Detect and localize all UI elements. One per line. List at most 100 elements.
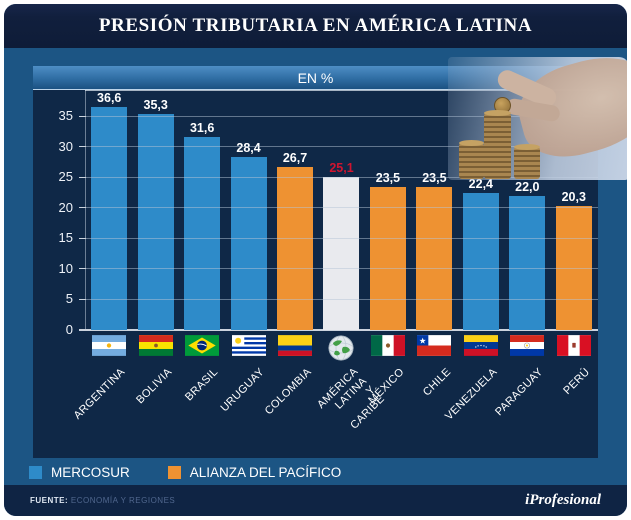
plot-top-border: [85, 90, 598, 91]
flag-colombia-icon: [272, 335, 318, 362]
chart-panel: 36,6 35,3 31,6 28,4 26,7 25,1 23,5 23,5 22,4 22,0…: [33, 90, 598, 458]
bars-container: 36,6 35,3 31,6 28,4 26,7 25,1 23,5 23,5 22,4 22,0…: [86, 90, 597, 330]
y-axis-tick: [79, 329, 86, 331]
footer: FUENTE: ECONOMÍA Y REGIONES iProfesional: [4, 485, 627, 516]
bar-brasil: [184, 137, 221, 330]
bar-value-label: 23,5: [375, 170, 401, 185]
x-axis-baseline: [79, 329, 598, 331]
y-axis-tick: [79, 207, 86, 209]
gridline: [86, 176, 598, 178]
legend-label: MERCOSUR: [51, 464, 130, 480]
gridline: [86, 268, 598, 270]
category-label: CHILE: [420, 366, 453, 399]
bar-column: 20,3: [551, 90, 597, 330]
gridline: [86, 207, 598, 209]
y-axis-tick: [79, 237, 86, 239]
category-cell: BRASIL: [179, 364, 225, 458]
bar-venezuela: [462, 193, 499, 330]
category-cell: ARGENTINA: [72, 364, 132, 458]
y-axis-line: [85, 90, 86, 330]
category-label: URUGUAY: [218, 366, 268, 415]
source-label: FUENTE:: [30, 496, 69, 505]
bar-column: 28,4: [225, 90, 271, 330]
flag-argentina-icon: [86, 335, 132, 362]
y-axis-label: 35: [58, 108, 73, 124]
gridline: [86, 115, 598, 117]
plot-area: 36,6 35,3 31,6 28,4 26,7 25,1 23,5 23,5 22,4 22,0…: [33, 90, 598, 337]
bar-colombia: [277, 166, 314, 330]
gridline: [86, 237, 598, 239]
flag-venezuela-icon: [458, 335, 504, 362]
y-axis-tick: [79, 268, 86, 270]
coin-stack-icon: [459, 140, 484, 179]
bar-column: 23,5: [411, 90, 457, 330]
bar-value-label: 28,4: [236, 140, 261, 155]
y-axis-label: 15: [58, 230, 73, 246]
flag-uruguay-icon: [225, 335, 271, 362]
flag-mexico-icon: [365, 335, 411, 362]
bar-column: 22,0: [504, 90, 550, 330]
flag-peru-icon: [551, 335, 597, 362]
category-label: PERÚ: [561, 366, 593, 397]
y-axis-label: 20: [58, 199, 73, 215]
bar-column: 23,5: [365, 90, 411, 330]
y-axis-label: 5: [65, 291, 73, 307]
bar-value-label: 26,7: [282, 150, 308, 165]
bar-column: 26,7: [272, 90, 318, 330]
legend-item-mercosur: MERCOSUR: [29, 465, 130, 480]
category-label: ARGENTINA: [71, 366, 128, 422]
infographic-body: PRESIÓN TRIBUTARIA EN AMÉRICA LATINA EN …: [4, 4, 627, 516]
bar-column: 31,6: [179, 90, 225, 330]
category-cell: PERÚ: [551, 364, 597, 458]
y-axis-label: 0: [65, 322, 73, 337]
gridline: [86, 146, 598, 148]
category-labels-row: ARGENTINA BOLIVIA BRASIL URUGUAY COLOMBIA AMÉ…: [72, 364, 597, 458]
y-axis-tick: [79, 115, 86, 117]
legend-swatch-pacifico: [167, 465, 181, 479]
category-label: MÉXICO: [365, 366, 407, 407]
category-cell: MÉXICO: [365, 364, 411, 458]
flags-row: [86, 335, 597, 362]
legend-item-pacifico: ALIANZA DEL PACÍFICO: [167, 464, 342, 480]
page-title: PRESIÓN TRIBUTARIA EN AMÉRICA LATINA: [98, 15, 533, 36]
category-label: BOLIVIA: [133, 366, 175, 407]
legend-label: ALIANZA DEL PACÍFICO: [189, 464, 342, 480]
bar-column: 22,4: [458, 90, 504, 330]
y-axis-label: 30: [58, 138, 73, 154]
bar-column: 36,6: [86, 90, 132, 330]
bar-value-label: 35,3: [143, 98, 168, 113]
hand-coins-photo: [448, 57, 627, 180]
bar-value-label: 31,6: [189, 121, 215, 136]
category-cell: COLOMBIA: [262, 364, 318, 458]
flag-bolivia-icon: [132, 335, 178, 362]
flag-paraguay-icon: [504, 335, 550, 362]
legend: MERCOSUR ALIANZA DEL PACÍFICO: [29, 459, 341, 485]
flag-chile-icon: [411, 335, 457, 362]
category-cell: BOLIVIA: [132, 364, 178, 458]
flag-brasil-icon: [179, 335, 225, 362]
category-cell: PARAGUAY: [494, 364, 550, 458]
bar-value-label: 36,6: [97, 90, 122, 105]
flag-globe-icon: [318, 335, 364, 362]
bar-paraguay: [509, 195, 546, 330]
y-axis-tick: [79, 176, 86, 178]
bar-chile: [416, 186, 453, 330]
coin-stack-icon: [484, 110, 511, 179]
bar-value-label: 22,0: [515, 179, 540, 194]
brand-logo: iProfesional: [525, 492, 601, 508]
bar-argentina: [91, 106, 128, 330]
bar-value-label: 25,1: [329, 160, 354, 175]
category-label: BRASIL: [183, 366, 221, 404]
bar-uruguay: [230, 156, 267, 330]
y-axis-tick: [79, 146, 86, 148]
gridline: [86, 298, 598, 300]
bar-peru: [555, 206, 592, 330]
y-axis-tick: [79, 298, 86, 300]
bar-globe: [323, 176, 360, 330]
legend-swatch-mercosur: [29, 465, 42, 479]
category-cell: AMÉRICA LATINA Y CARIBE: [315, 364, 387, 458]
y-axis-label: 10: [58, 260, 73, 276]
bar-column: 25,1: [318, 90, 364, 330]
bar-value-label: 20,3: [561, 190, 586, 205]
